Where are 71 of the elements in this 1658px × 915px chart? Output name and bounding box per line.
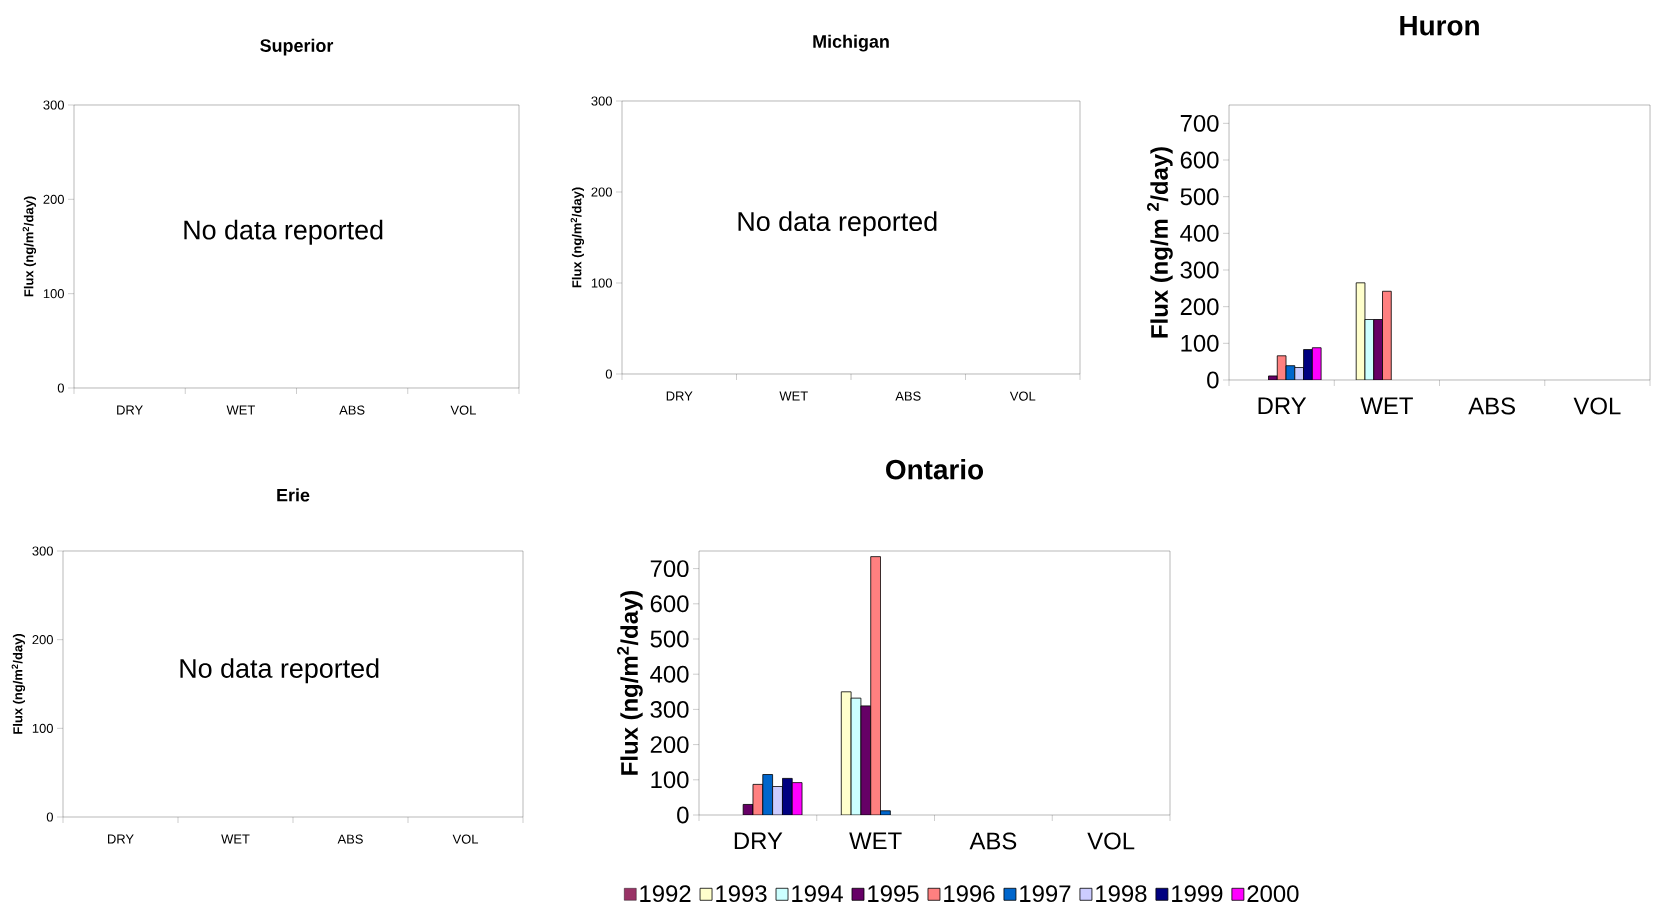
legend-label: 1998 <box>1096 885 1147 903</box>
y-tick-label: 0 <box>605 369 612 379</box>
y-tick-label: 200 <box>591 187 612 197</box>
y-tick-label: 500 <box>1180 188 1219 206</box>
chart-title: Michigan <box>813 34 889 52</box>
y-tick-label: 300 <box>43 100 64 110</box>
bar <box>870 556 881 815</box>
annotation: No data reported <box>738 211 937 237</box>
x-tick-label: VOL <box>452 834 479 844</box>
y-tick-label: 100 <box>43 289 64 299</box>
y-tick-label: 400 <box>1180 224 1219 242</box>
x-tick-label: ABS <box>337 834 363 844</box>
legend-label: 1996 <box>944 885 995 903</box>
x-tick-label: VOL <box>1573 397 1621 415</box>
legend-label: 1993 <box>716 885 767 903</box>
y-tick-label: 0 <box>1207 371 1219 389</box>
y-axis-title: Flux (ng/m$^{2}$/day) <box>570 187 585 288</box>
y-axis-title: Flux (ng/m$^{2}$/day) <box>11 634 26 734</box>
y-tick-label: 100 <box>591 278 612 288</box>
y-tick-label: 500 <box>650 630 689 648</box>
y-tick-label: 200 <box>32 635 53 645</box>
x-tick-label: WET <box>1360 397 1413 414</box>
y-tick-label: 200 <box>1180 298 1219 316</box>
chart-title: Ontario <box>886 459 984 480</box>
y-tick-label: 100 <box>1181 334 1219 352</box>
y-axis-title: Flux (ng/m $^{2}$/day) <box>1147 147 1173 338</box>
y-tick-label: 300 <box>32 546 53 556</box>
chart-title: Superior <box>260 38 334 56</box>
y-tick-label: 200 <box>650 736 689 754</box>
y-tick-label: 700 <box>650 560 689 578</box>
y-tick-label: 300 <box>591 96 612 106</box>
legend-label: 1994 <box>792 885 843 903</box>
legend-label: 1992 <box>640 885 691 903</box>
y-tick-label: 0 <box>677 806 689 824</box>
legend-label: 1995 <box>868 885 919 903</box>
legend-label: 2000 <box>1247 885 1299 903</box>
chart-title: Erie <box>277 488 310 502</box>
y-axis-title: Flux (ng/m$^{2}$/day) <box>22 196 37 297</box>
annotation: No data reported <box>184 219 383 245</box>
y-tick-label: 300 <box>1180 261 1219 279</box>
y-tick-label: 200 <box>43 194 64 204</box>
y-tick-label: 600 <box>1180 151 1219 169</box>
y-tick-label: 0 <box>46 812 53 822</box>
x-tick-label: VOL <box>1087 832 1135 850</box>
chart-title: Huron <box>1400 16 1479 36</box>
x-tick-label: DRY <box>666 391 693 401</box>
annotation: No data reported <box>180 658 379 684</box>
x-tick-label: VOL <box>1009 391 1036 401</box>
x-tick-label: DRY <box>108 834 134 844</box>
y-tick-label: 700 <box>1180 114 1219 132</box>
legend-label: 1997 <box>1020 885 1071 903</box>
x-tick-label: WET <box>226 405 255 415</box>
x-tick-label: DRY <box>117 405 143 415</box>
x-tick-label: WET <box>849 832 902 849</box>
y-tick-label: 300 <box>650 700 689 718</box>
x-tick-label: WET <box>221 834 250 844</box>
x-tick-label: ABS <box>895 391 921 401</box>
y-axis-title: Flux (ng/m$^{2}$/day) <box>617 590 643 775</box>
x-tick-label: WET <box>779 391 808 401</box>
y-tick-label: 100 <box>651 771 689 789</box>
x-tick-label: ABS <box>969 832 1017 850</box>
y-tick-label: 600 <box>650 595 689 613</box>
y-tick-label: 0 <box>57 383 64 393</box>
legend-label: 1999 <box>1172 885 1223 903</box>
x-tick-label: DRY <box>734 832 783 849</box>
x-tick-label: ABS <box>1468 397 1515 415</box>
y-tick-label: 400 <box>650 665 689 683</box>
y-tick-label: 100 <box>32 723 53 733</box>
x-tick-label: VOL <box>450 405 476 415</box>
x-tick-label: DRY <box>1258 397 1307 414</box>
x-tick-label: ABS <box>339 405 365 415</box>
